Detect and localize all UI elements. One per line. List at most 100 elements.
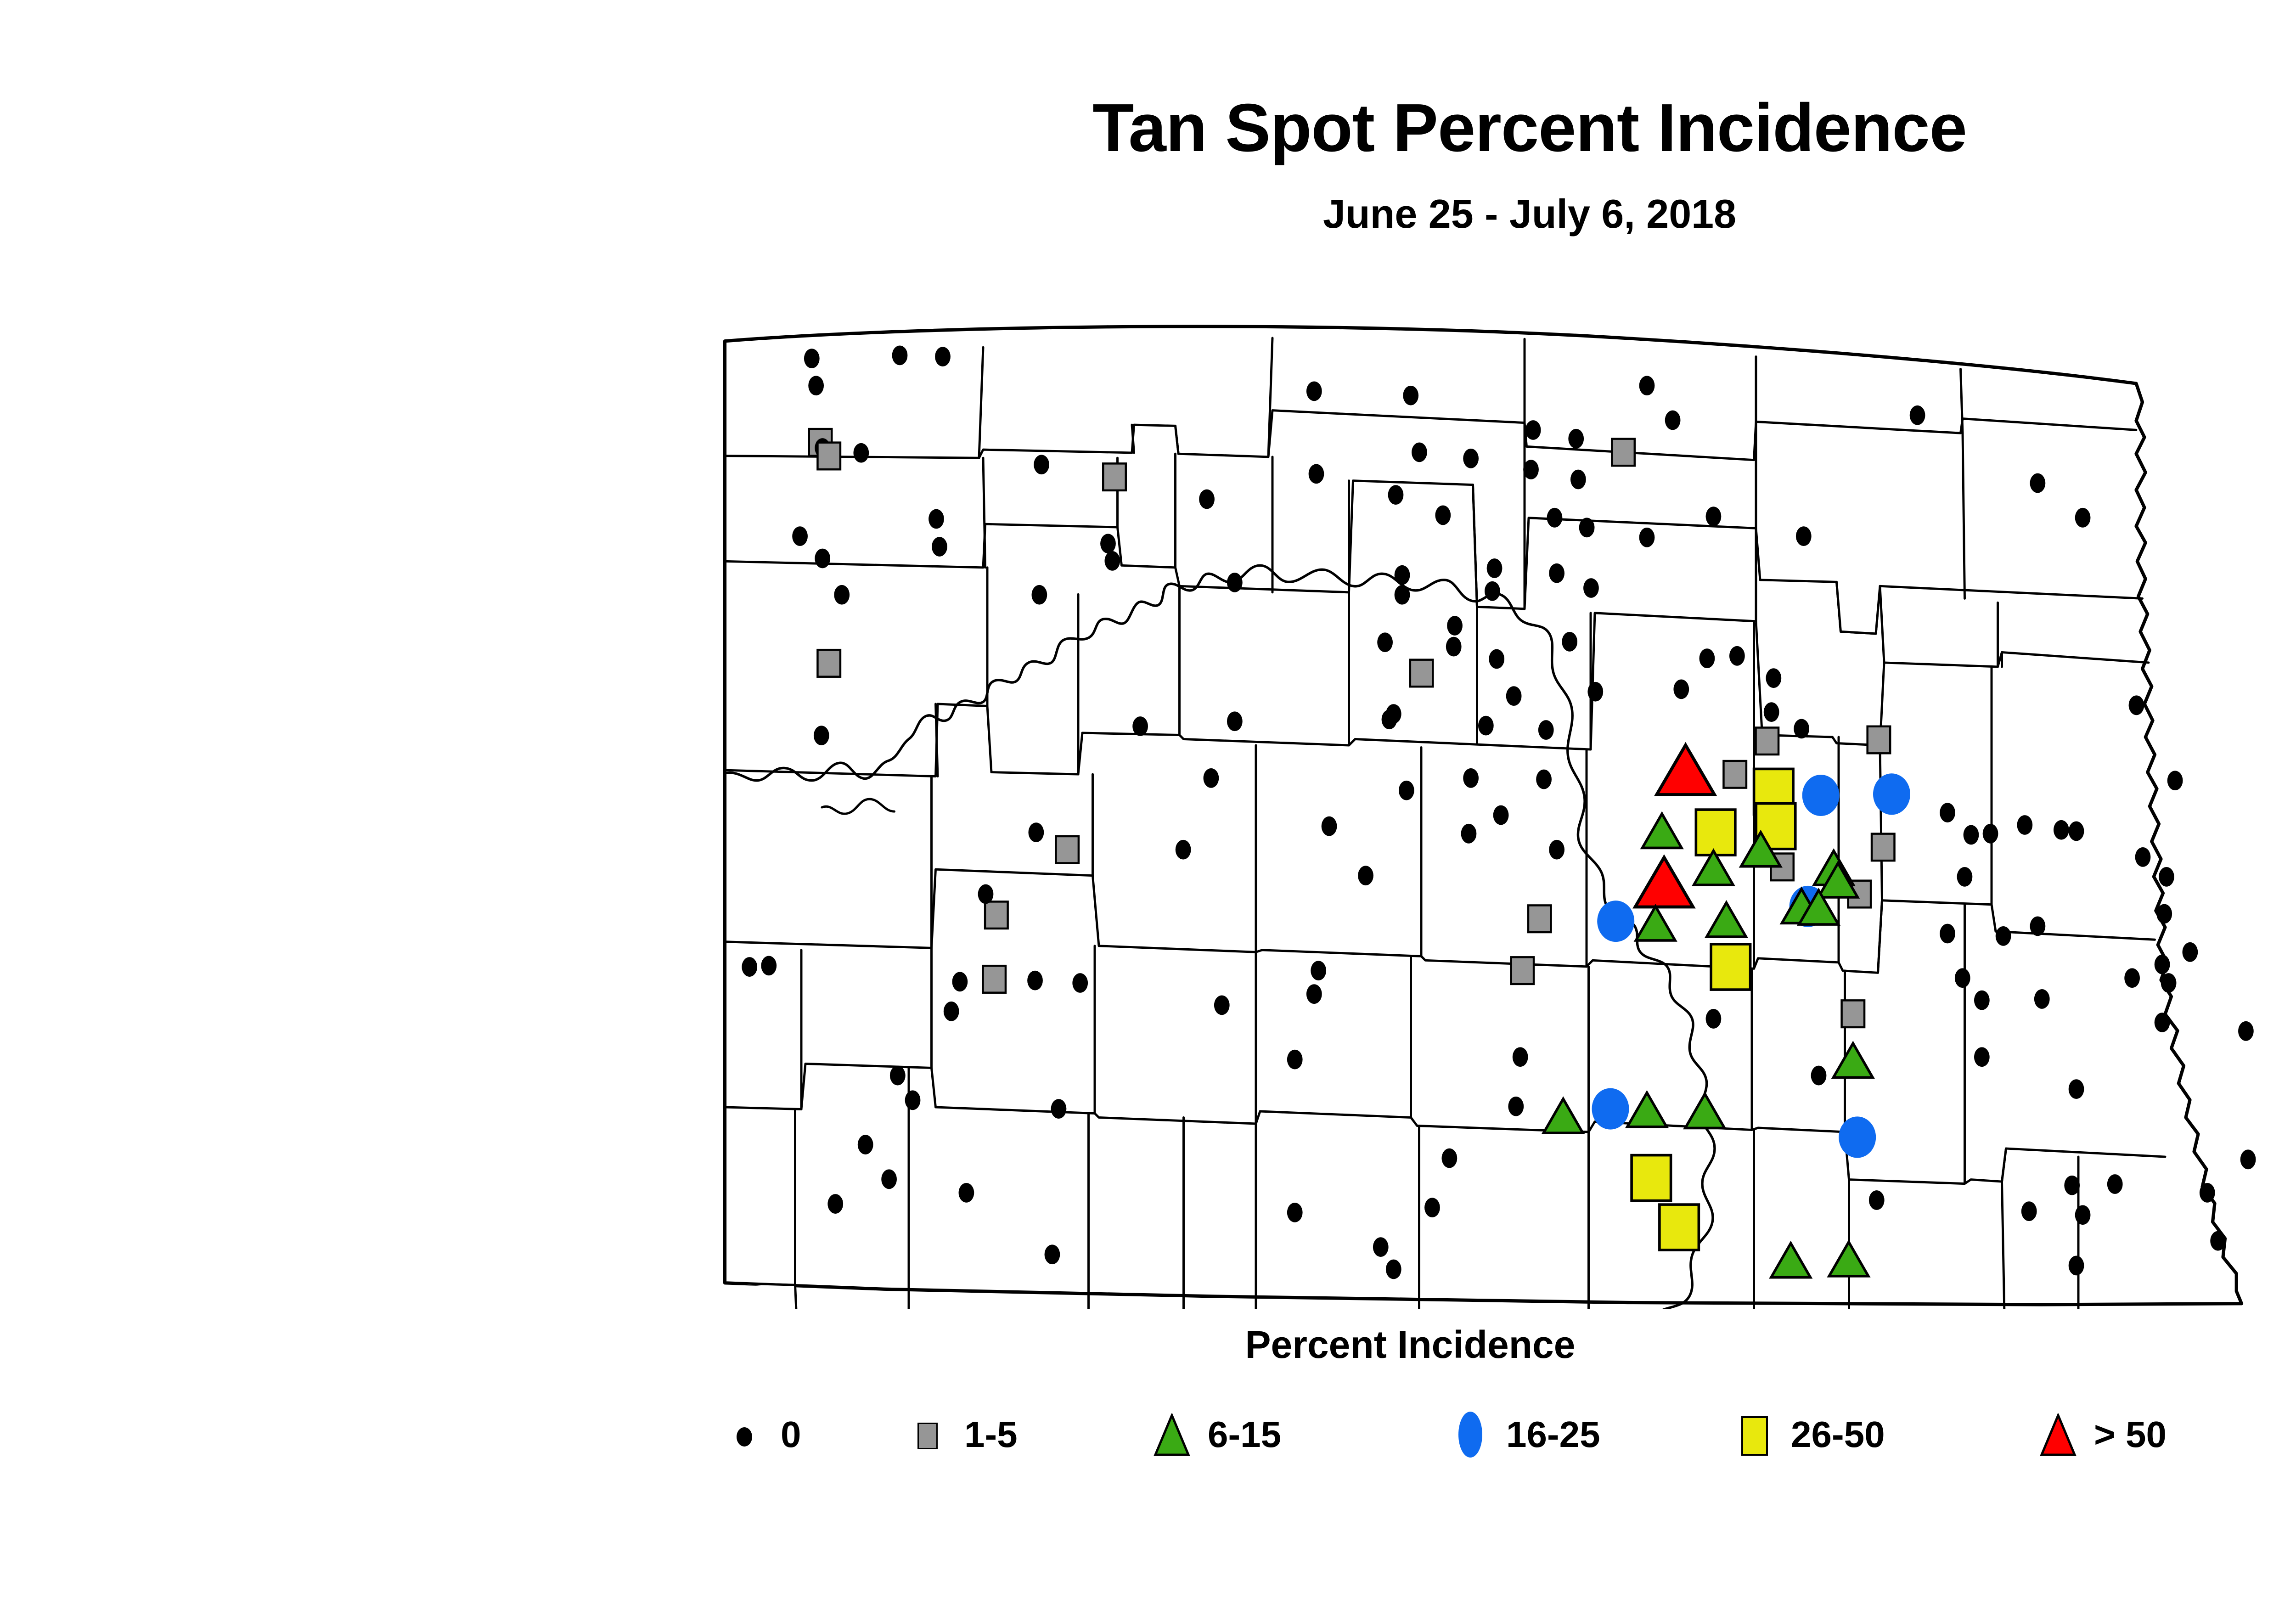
legend-title: Percent Incidence xyxy=(1245,1323,1576,1366)
map-marker-black-dot xyxy=(1940,923,1955,944)
map-marker-black-dot xyxy=(2075,1205,2091,1225)
map-marker-black-dot xyxy=(2068,821,2084,841)
map-marker-black-dot xyxy=(827,1194,844,1214)
map-marker-black-dot xyxy=(1214,995,1230,1015)
map-marker-black-dot xyxy=(1568,428,1584,449)
map-marker-green-triangle xyxy=(1541,1096,1585,1135)
map-marker-black-dot xyxy=(978,884,994,904)
legend-label-2: 6-15 xyxy=(1208,1414,1282,1455)
map-marker-black-dot xyxy=(1766,668,1782,688)
map-marker-black-dot xyxy=(1493,805,1509,825)
legend-item-5[interactable]: > 50 xyxy=(2030,1396,2167,1474)
map-marker-black-dot xyxy=(2068,1079,2084,1099)
map-marker-gray-square xyxy=(1055,835,1080,864)
map-marker-blue-circle xyxy=(1592,1088,1629,1130)
map-marker-blue-circle xyxy=(1839,1116,1876,1158)
county-line xyxy=(934,703,939,778)
legend-items: 0 1-5 6-15 16-25 xyxy=(0,1396,2296,1474)
map-marker-blue-circle xyxy=(1802,774,1840,816)
map-marker-green-triangle xyxy=(1827,1239,1871,1278)
yellow-square-icon xyxy=(1727,1407,1782,1462)
map-marker-black-dot xyxy=(1321,816,1337,836)
map-marker-black-dot xyxy=(2167,771,2183,791)
county-line xyxy=(1835,580,1881,635)
map-marker-black-dot xyxy=(1484,581,1500,601)
map-marker-black-dot xyxy=(1705,1009,1722,1029)
map-marker-black-dot xyxy=(1699,648,1715,669)
map-marker-red-triangle xyxy=(1654,742,1717,796)
state-border xyxy=(721,325,2244,1306)
map-marker-black-dot xyxy=(2034,989,2050,1009)
county-line xyxy=(2001,1147,2007,1183)
county-line xyxy=(724,1062,2167,1185)
map-marker-black-dot xyxy=(1729,646,1745,666)
map-marker-black-dot xyxy=(804,349,820,369)
legend-label-3: 16-25 xyxy=(1506,1414,1600,1455)
map-marker-gray-square xyxy=(1840,999,1866,1029)
map-marker-black-dot xyxy=(1412,442,1427,462)
map-marker-black-dot xyxy=(1673,679,1689,699)
map-marker-black-dot xyxy=(889,1065,906,1086)
map-marker-yellow-square xyxy=(1630,1154,1672,1202)
map-marker-black-dot xyxy=(2238,1021,2254,1041)
map-marker-black-dot xyxy=(1441,1148,1458,1168)
map-marker-green-triangle xyxy=(1704,900,1749,938)
legend-item-2[interactable]: 6-15 xyxy=(1143,1396,1281,1474)
map-marker-black-dot xyxy=(1031,585,1047,605)
map-marker-black-dot xyxy=(1705,507,1722,527)
north-dakota-map xyxy=(698,321,2296,1309)
legend-item-4[interactable]: 26-50 xyxy=(1727,1396,1885,1474)
map-marker-black-dot xyxy=(1639,527,1655,547)
map-marker-black-dot xyxy=(932,537,947,557)
map-marker-black-dot xyxy=(1570,469,1586,490)
page-title: Tan Spot Percent Incidence xyxy=(1092,90,1967,166)
map-marker-black-dot xyxy=(1104,551,1120,571)
map-marker-blue-circle xyxy=(1873,773,1910,815)
map-marker-black-dot xyxy=(1506,686,1522,706)
map-marker-black-dot xyxy=(1957,867,1973,887)
legend-label-5: > 50 xyxy=(2094,1414,2167,1455)
legend-item-1[interactable]: 1-5 xyxy=(900,1396,1018,1474)
map-marker-black-dot xyxy=(2124,968,2140,988)
map-marker-black-dot xyxy=(1287,1202,1303,1222)
county-line xyxy=(1877,899,1883,974)
map-marker-black-dot xyxy=(1536,769,1552,789)
map-marker-black-dot xyxy=(1478,715,1494,736)
map-marker-black-dot xyxy=(1982,823,1998,844)
gray-square-icon xyxy=(900,1407,955,1462)
map-marker-black-dot xyxy=(1394,565,1410,585)
map-marker-gray-square xyxy=(1409,659,1434,688)
map-marker-black-dot xyxy=(761,956,777,976)
map-marker-black-dot xyxy=(1424,1198,1440,1218)
map-marker-black-dot xyxy=(1394,585,1410,605)
map-marker-black-dot xyxy=(1954,968,1970,988)
map-marker-green-triangle xyxy=(1640,811,1684,850)
map-marker-black-dot xyxy=(2156,904,2172,924)
map-marker-gray-square xyxy=(816,441,842,471)
map-marker-black-dot xyxy=(1512,1047,1528,1067)
map-marker-black-dot xyxy=(1381,709,1397,730)
map-marker-black-dot xyxy=(742,957,758,977)
map-marker-black-dot xyxy=(1447,616,1463,636)
map-marker-black-dot xyxy=(1398,780,1414,800)
map-marker-gray-square xyxy=(984,901,1009,930)
legend-item-3[interactable]: 16-25 xyxy=(1442,1396,1600,1474)
map-marker-black-dot xyxy=(1995,926,2011,946)
legend-item-0[interactable]: 0 xyxy=(716,1396,801,1474)
legend-label-1: 1-5 xyxy=(964,1414,1018,1455)
map-marker-black-dot xyxy=(2128,695,2144,715)
title-block: Tan Spot Percent Incidence June 25 - Jul… xyxy=(0,94,2296,237)
state-outline-and-counties xyxy=(721,325,2244,1309)
map-marker-black-dot xyxy=(1579,518,1595,538)
map-marker-gray-square xyxy=(1755,726,1780,756)
map-marker-black-dot xyxy=(2159,867,2174,887)
map-marker-black-dot xyxy=(1523,460,1539,479)
map-marker-black-dot xyxy=(2135,847,2151,867)
date-range-subtitle: June 25 - July 6, 2018 xyxy=(1322,191,1737,236)
county-line xyxy=(1961,432,1966,600)
map-marker-black-dot xyxy=(2154,1013,2170,1032)
map-marker-black-dot xyxy=(1308,464,1324,484)
map-marker-black-dot xyxy=(1794,719,1809,739)
map-marker-black-dot xyxy=(881,1169,897,1189)
map-marker-black-dot xyxy=(2021,1201,2037,1222)
